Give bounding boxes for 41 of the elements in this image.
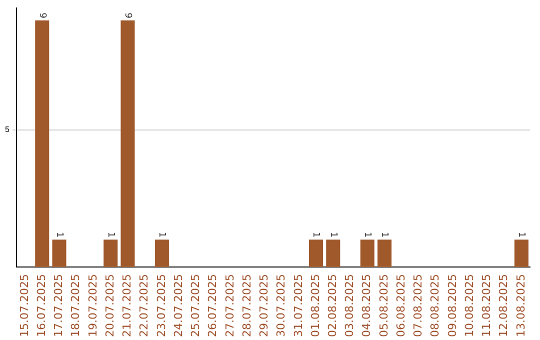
data-label: 1 xyxy=(328,232,338,238)
x-tick-label: 27.07.2025 xyxy=(223,274,236,338)
x-tick-label: 20.07.2025 xyxy=(103,274,116,338)
x-tick-label: 08.08.2025 xyxy=(428,274,442,338)
x-tick-label: 13.08.2025 xyxy=(514,274,528,338)
x-tick-label: 12.08.2025 xyxy=(497,274,510,338)
x-tick-label: 23.07.2025 xyxy=(154,274,168,338)
data-label: 1 xyxy=(516,232,526,238)
x-tick-label: 17.07.2025 xyxy=(52,274,66,338)
data-label: 1 xyxy=(54,232,64,238)
x-tick-label: 09.08.2025 xyxy=(446,274,459,338)
x-tick-label: 01.08.2025 xyxy=(308,274,322,338)
data-label: 1 xyxy=(362,232,372,238)
x-tick-label: 24.07.2025 xyxy=(172,274,185,338)
x-tick-label: 06.08.2025 xyxy=(394,274,408,338)
x-tick-label: 16.07.2025 xyxy=(34,274,48,338)
x-tick-label: 10.08.2025 xyxy=(462,274,476,338)
x-tick-label: 02.08.2025 xyxy=(326,274,339,338)
x-tick-label: 07.08.2025 xyxy=(412,274,425,338)
x-tick-label: 03.08.2025 xyxy=(343,274,356,338)
data-label: 1 xyxy=(156,232,167,238)
x-tick-label: 04.08.2025 xyxy=(360,274,374,338)
x-tick-label: 15.07.2025 xyxy=(18,274,31,338)
x-tick-label: 19.07.2025 xyxy=(86,274,100,338)
x-tick-label: 28.07.2025 xyxy=(240,274,254,338)
data-label: 9 xyxy=(36,12,47,19)
y-tick-label: 5 xyxy=(4,125,10,134)
x-tick-label: 26.07.2025 xyxy=(206,274,220,338)
x-tick-label: 29.07.2025 xyxy=(258,274,271,338)
x-tick-label: 21.07.2025 xyxy=(120,274,134,338)
x-tick-label: 31.07.2025 xyxy=(292,274,305,338)
data-label: 1 xyxy=(310,232,321,238)
x-tick-label: 05.08.2025 xyxy=(377,274,390,338)
x-tick-label: 22.07.2025 xyxy=(138,274,151,338)
data-label: 1 xyxy=(105,232,116,238)
x-tick-label: 25.07.2025 xyxy=(189,274,202,338)
x-tick-label: 30.07.2025 xyxy=(274,274,288,338)
x-tick-label: 18.07.2025 xyxy=(69,274,82,338)
data-label: 9 xyxy=(122,12,132,19)
data-label: 1 xyxy=(379,232,390,238)
x-tick-label: 11.08.2025 xyxy=(480,274,494,338)
